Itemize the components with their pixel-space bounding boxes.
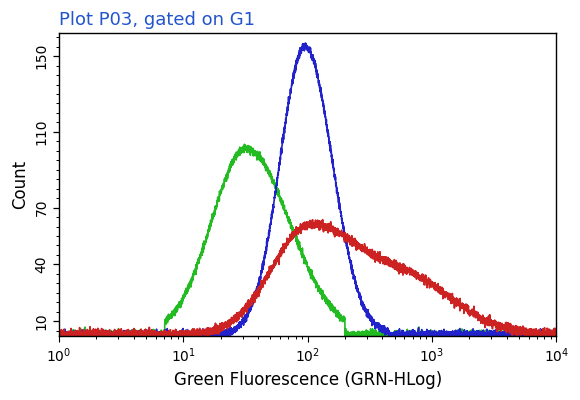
Y-axis label: Count: Count: [11, 160, 29, 210]
X-axis label: Green Fluorescence (GRN-HLog): Green Fluorescence (GRN-HLog): [173, 371, 442, 389]
Text: Plot P03, gated on G1: Plot P03, gated on G1: [59, 11, 255, 29]
